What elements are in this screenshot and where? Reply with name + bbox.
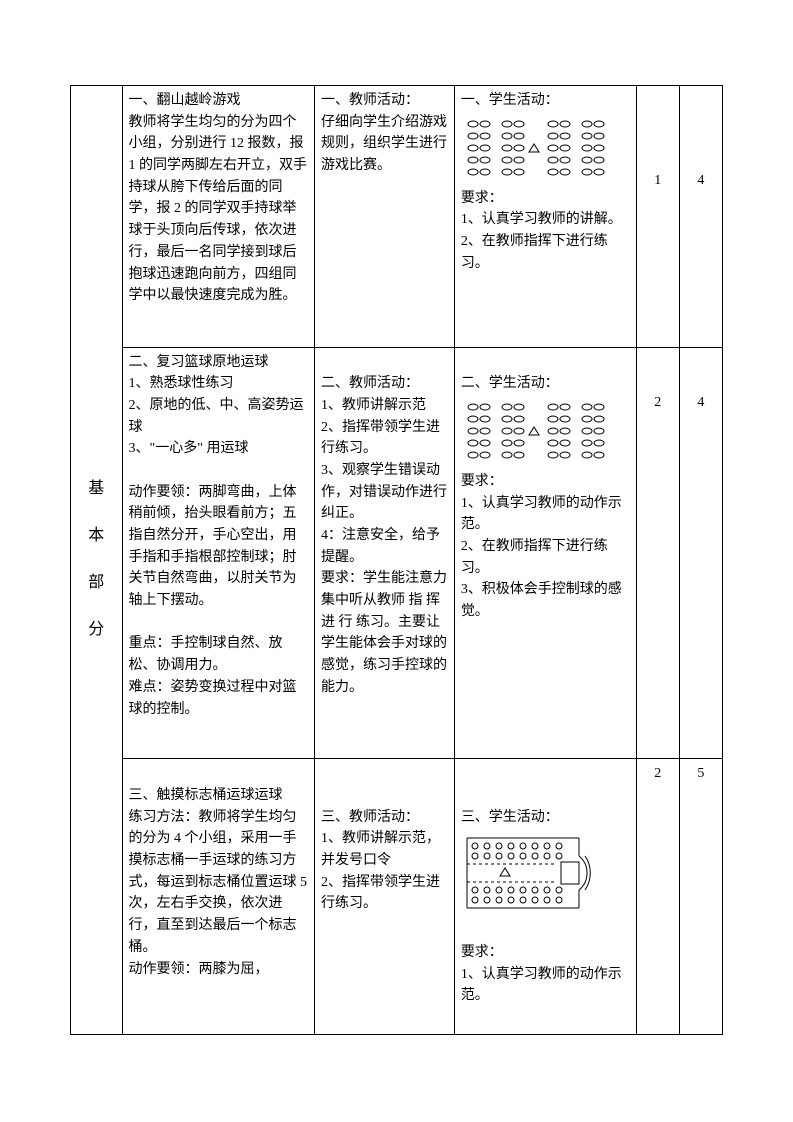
text: 2、在教师指挥下进行练习。 [461,536,630,579]
text: 1、教师讲解示范，并发号口令 [321,828,448,871]
text: 3、观察学生错误动作，对错误动作进行纠正。 [321,460,448,525]
teacher-cell: 二、教师活动： 1、教师讲解示范 2、指挥带领学生进行练习。 3、观察学生错误动… [314,347,454,759]
number: 2 [643,352,673,414]
text: 3、积极体会手控制球的感觉。 [461,579,630,622]
label-char: 本 [77,524,116,549]
text: 教师将学生均匀的分为四个小组，分别进行 12 报数，报 1 的同学两脚左右开立，… [129,112,308,307]
text: 要求： [461,942,630,964]
student-cell: 三、学生活动： [454,759,636,1035]
count-cell: 2 [636,347,679,759]
teacher-cell: 三、教师活动： 1、教师讲解示范，并发号口令 2、指挥带领学生进行练习。 [314,759,454,1035]
time-cell: 4 [679,347,722,759]
text: 二、教师活动： [321,373,448,395]
number: 4 [686,90,716,192]
text: 2、指挥带领学生进行练习。 [321,872,448,915]
text: 2、原地的低、中、高姿势运球 [129,395,308,438]
time-cell: 4 [679,86,722,348]
page: 基 本 部 分 一、翻山越岭游戏 教师将学生均匀的分为四个小组，分别进行 12 … [0,0,793,1122]
teacher-cell: 一、教师活动： 仔细向学生介绍游戏规则，组织学生进行游戏比赛。 [314,86,454,348]
label-char: 基 [77,477,116,502]
text: 一、翻山越岭游戏 [129,90,308,112]
text: 三、学生活动： [461,807,630,829]
text: 一、学生活动： [461,90,630,112]
content-cell: 一、翻山越岭游戏 教师将学生均匀的分为四个小组，分别进行 12 报数，报 1 的… [122,86,314,348]
text: 3、"一心多" 用运球 [129,438,308,460]
text: 动作要领：两脚弯曲，上体稍前倾，抬头眼看前方；五指自然分开，手心空出，用手指和手… [129,482,308,612]
label-char: 部 [77,571,116,596]
student-cell: 一、学生活动： [454,86,636,348]
text: 要求：学生能注意力集中听从教师 指 挥 进 行 练习。主要让学生能体会手对球的感… [321,568,448,698]
text: 1、认真学习教师的动作示范。 [461,493,630,536]
text: 要求： [461,471,630,493]
text: 要求： [461,188,630,210]
text: 仔细向学生介绍游戏规则，组织学生进行游戏比赛。 [321,112,448,177]
text: 4：注意安全，给予提醒。 [321,525,448,568]
text: 2、在教师指挥下进行练习。 [461,231,630,274]
content-cell: 三、触摸标志桶运球运球 练习方法：教师将学生均匀的分为 4 个小组，采用一手摸标… [122,759,314,1035]
time-cell: 5 [679,759,722,1035]
text: 三、教师活动： [321,807,448,829]
text: 1、教师讲解示范 [321,395,448,417]
text: 1、熟悉球性练习 [129,373,308,395]
text: 2、指挥带领学生进行练习。 [321,417,448,460]
text: 动作要领：两膝为屈， [129,959,308,981]
lesson-plan-table: 基 本 部 分 一、翻山越岭游戏 教师将学生均匀的分为四个小组，分别进行 12 … [70,85,723,1035]
text: 难点：姿势变换过程中对篮球的控制。 [129,677,308,720]
number: 5 [686,763,716,785]
text: 二、复习篮球原地运球 [129,352,308,374]
number: 1 [643,90,673,192]
formation-diagram [461,399,630,465]
count-cell: 1 [636,86,679,348]
text: 1、认真学习教师的动作示范。 [461,964,630,1007]
text: 1、认真学习教师的讲解。 [461,209,630,231]
section-label-cell: 基 本 部 分 [71,86,123,1035]
content-cell: 二、复习篮球原地运球 1、熟悉球性练习 2、原地的低、中、高姿势运球 3、"一心… [122,347,314,759]
text: 三、触摸标志桶运球运球 [129,785,308,807]
text: 练习方法：教师将学生均匀的分为 4 个小组，采用一手摸标志桶一手运球的练习方式，… [129,807,308,959]
number: 4 [686,352,716,414]
text: 一、教师活动： [321,90,448,112]
text: 二、学生活动： [461,373,630,395]
number: 2 [643,763,673,785]
student-cell: 二、学生活动： [454,347,636,759]
court-diagram [461,832,630,914]
label-char: 分 [77,618,116,643]
text: 重点：手控制球自然、放松、协调用力。 [129,633,308,676]
count-cell: 2 [636,759,679,1035]
formation-diagram [461,116,630,182]
